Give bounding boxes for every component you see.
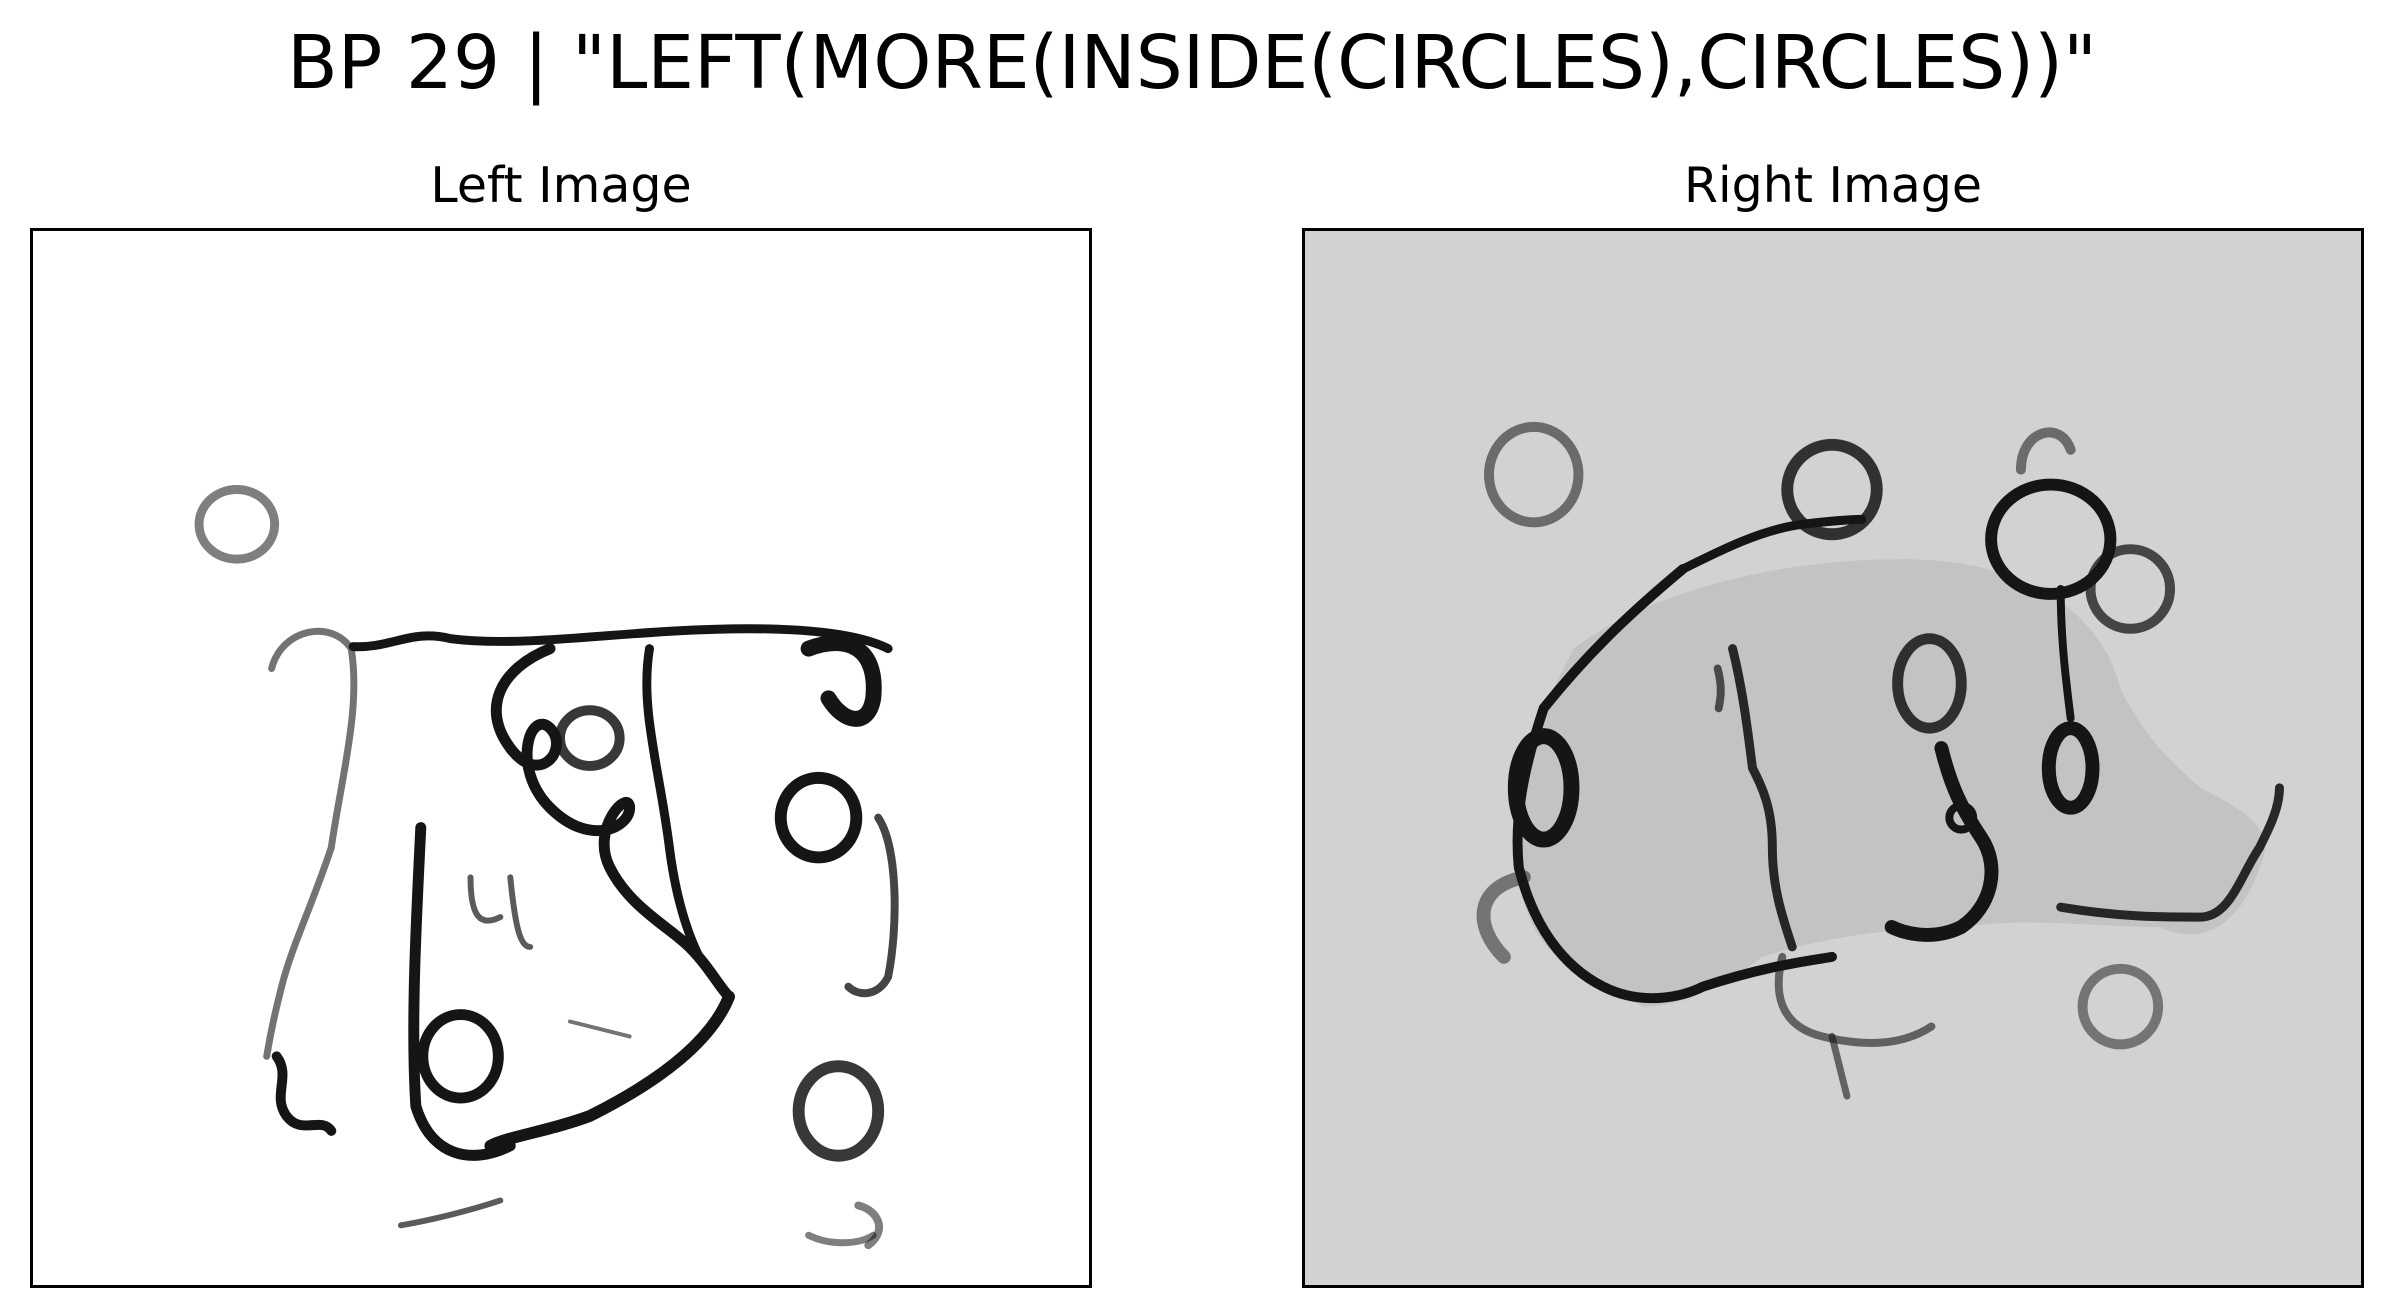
right-circle-center <box>1892 633 1967 734</box>
left-vertical-line <box>642 644 704 962</box>
left-outer-curve-2 <box>348 624 893 654</box>
figure-title: BP 29 | "LEFT(MORE(INSIDE(CIRCLES),CIRCL… <box>286 20 2097 106</box>
right-arch-top-right <box>2015 427 2076 475</box>
right-arc-bottom-left <box>1476 870 1531 964</box>
right-circle-top-right <box>1985 478 2117 600</box>
right-stem <box>2056 584 2075 723</box>
left-bracket-right <box>844 813 899 998</box>
right-tick-mark <box>1713 664 1725 713</box>
right-circle-left-bold <box>1507 728 1580 848</box>
right-panel-title: Right Image <box>1683 157 1983 214</box>
left-circle-right-1 <box>774 771 863 864</box>
left-circle-inner <box>417 1009 504 1104</box>
right-circle-right-bold <box>2041 721 2100 815</box>
left-bottom-line <box>484 990 736 1152</box>
left-bottom-tick <box>397 1197 504 1229</box>
right-circle-top <box>1781 438 1883 541</box>
left-image-panel <box>30 228 1092 1288</box>
left-top-right-blob <box>800 635 882 727</box>
left-arc-bottom-right-2 <box>805 1231 877 1247</box>
right-main-loop <box>1512 564 1837 1004</box>
left-circle-inner-2 <box>555 705 625 771</box>
left-inner-chain <box>490 643 735 1003</box>
right-small-dot <box>1945 801 1978 834</box>
left-panel-title: Left Image <box>430 157 692 214</box>
left-circle-topleft <box>194 485 280 564</box>
left-arc-bottom-right <box>854 1201 883 1250</box>
left-inner-loop <box>408 822 516 1161</box>
right-bottom-shape <box>1774 952 1936 1047</box>
right-circle-top-right-2 <box>2085 544 2176 634</box>
right-image-drawing <box>1476 421 2284 1100</box>
left-u-shape <box>467 874 534 950</box>
left-image-drawing <box>194 485 899 1250</box>
right-circle-bottom-right <box>2077 963 2164 1050</box>
left-circle-right-2 <box>792 1060 885 1162</box>
right-bottom-stub <box>1828 1032 1851 1100</box>
right-vertical-wiggle <box>1728 644 1797 952</box>
left-outer-curve <box>263 627 358 1060</box>
right-top-line <box>1678 514 1867 574</box>
left-dash <box>567 1019 632 1039</box>
right-center-hook <box>1884 741 1999 942</box>
right-image-panel <box>1302 228 2364 1288</box>
right-circle-topleft <box>1483 421 1584 528</box>
left-squiggle <box>271 1051 337 1136</box>
right-right-outline <box>2056 783 2284 922</box>
right-blob-region <box>1515 559 2265 1007</box>
